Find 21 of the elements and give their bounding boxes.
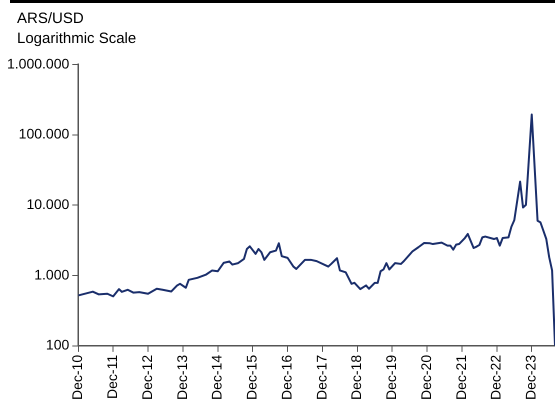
- x-tick-label: Dec-10: [69, 354, 86, 400]
- x-tick-label: Dec-12: [138, 354, 155, 400]
- x-tick-label: Dec-22: [488, 354, 504, 400]
- chart-subtitle: Logarithmic Scale: [17, 29, 136, 49]
- y-tick-label: 100: [46, 336, 70, 353]
- x-tick-label: Dec-15: [244, 354, 260, 400]
- y-tick-label: 1.000: [34, 266, 70, 282]
- y-tick-label: 100.000: [18, 126, 70, 142]
- y-tick-label: 1.000.000: [6, 55, 70, 72]
- x-tick-label: Dec-18: [348, 354, 364, 400]
- x-tick-label: Dec-17: [313, 354, 330, 400]
- x-tick-label: Dec-11: [104, 354, 120, 399]
- x-tick-label: Dec-14: [208, 354, 225, 400]
- x-tick-label: Dec-21: [452, 354, 469, 400]
- chart-title: ARS/USD: [17, 9, 85, 29]
- x-tick-label: Dec-19: [383, 354, 400, 400]
- x-tick-label: Dec-16: [278, 354, 294, 400]
- x-tick-label: Dec-20: [418, 354, 434, 400]
- y-tick-label: 10.000: [26, 196, 70, 212]
- x-tick-label: Dec-23: [522, 354, 539, 400]
- x-tick-label: Dec-13: [174, 354, 190, 400]
